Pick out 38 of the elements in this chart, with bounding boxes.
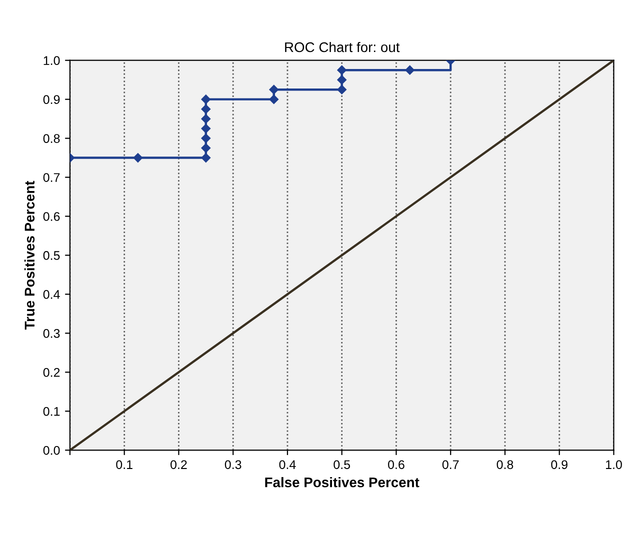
x-tick-label: 0.3 xyxy=(224,460,242,470)
y-tick-label: 0.3 xyxy=(43,329,60,338)
point xyxy=(201,134,211,143)
point xyxy=(201,104,211,114)
y-tick-label: 0.1 xyxy=(43,406,60,416)
point xyxy=(269,84,278,94)
point xyxy=(201,153,211,162)
x-tick-label: 0.8 xyxy=(496,460,514,470)
x-tick-label: 0.9 xyxy=(551,460,568,470)
y-axis-title: True Positives Percent xyxy=(24,180,35,330)
y-tick-label: 0.8 xyxy=(43,134,60,143)
point xyxy=(405,65,414,75)
point xyxy=(201,124,211,134)
point xyxy=(337,75,346,84)
y-tick-label: 0.7 xyxy=(43,173,60,182)
point xyxy=(337,65,346,75)
point xyxy=(201,143,211,153)
y-tick-label: 0.4 xyxy=(43,290,60,299)
x-tick-label: 0.2 xyxy=(170,460,187,470)
point xyxy=(201,94,211,104)
point xyxy=(201,114,211,124)
point xyxy=(133,153,143,162)
point xyxy=(337,84,346,94)
point xyxy=(269,94,278,104)
x-tick-label: 0.4 xyxy=(279,460,296,470)
y-tick-label: 1.0 xyxy=(44,56,60,65)
y-tick-label: 0.0 xyxy=(43,446,60,455)
y-tick-label: 0.9 xyxy=(43,95,60,104)
y-tick-label: 0.5 xyxy=(43,251,60,260)
y-tick-label: 0.6 xyxy=(43,212,60,221)
chart-title: ROC Chart for: out xyxy=(285,42,400,52)
y-tick-label: 0.2 xyxy=(43,368,60,377)
x-tick-label: 0.7 xyxy=(442,460,459,470)
x-axis-title: False Positives Percent xyxy=(265,477,420,488)
x-tick-label: 1.0 xyxy=(606,460,622,470)
x-tick-label: 0.5 xyxy=(334,460,350,470)
x-tick-label: 0.6 xyxy=(388,460,404,470)
x-tick-label: 0.1 xyxy=(116,460,132,470)
